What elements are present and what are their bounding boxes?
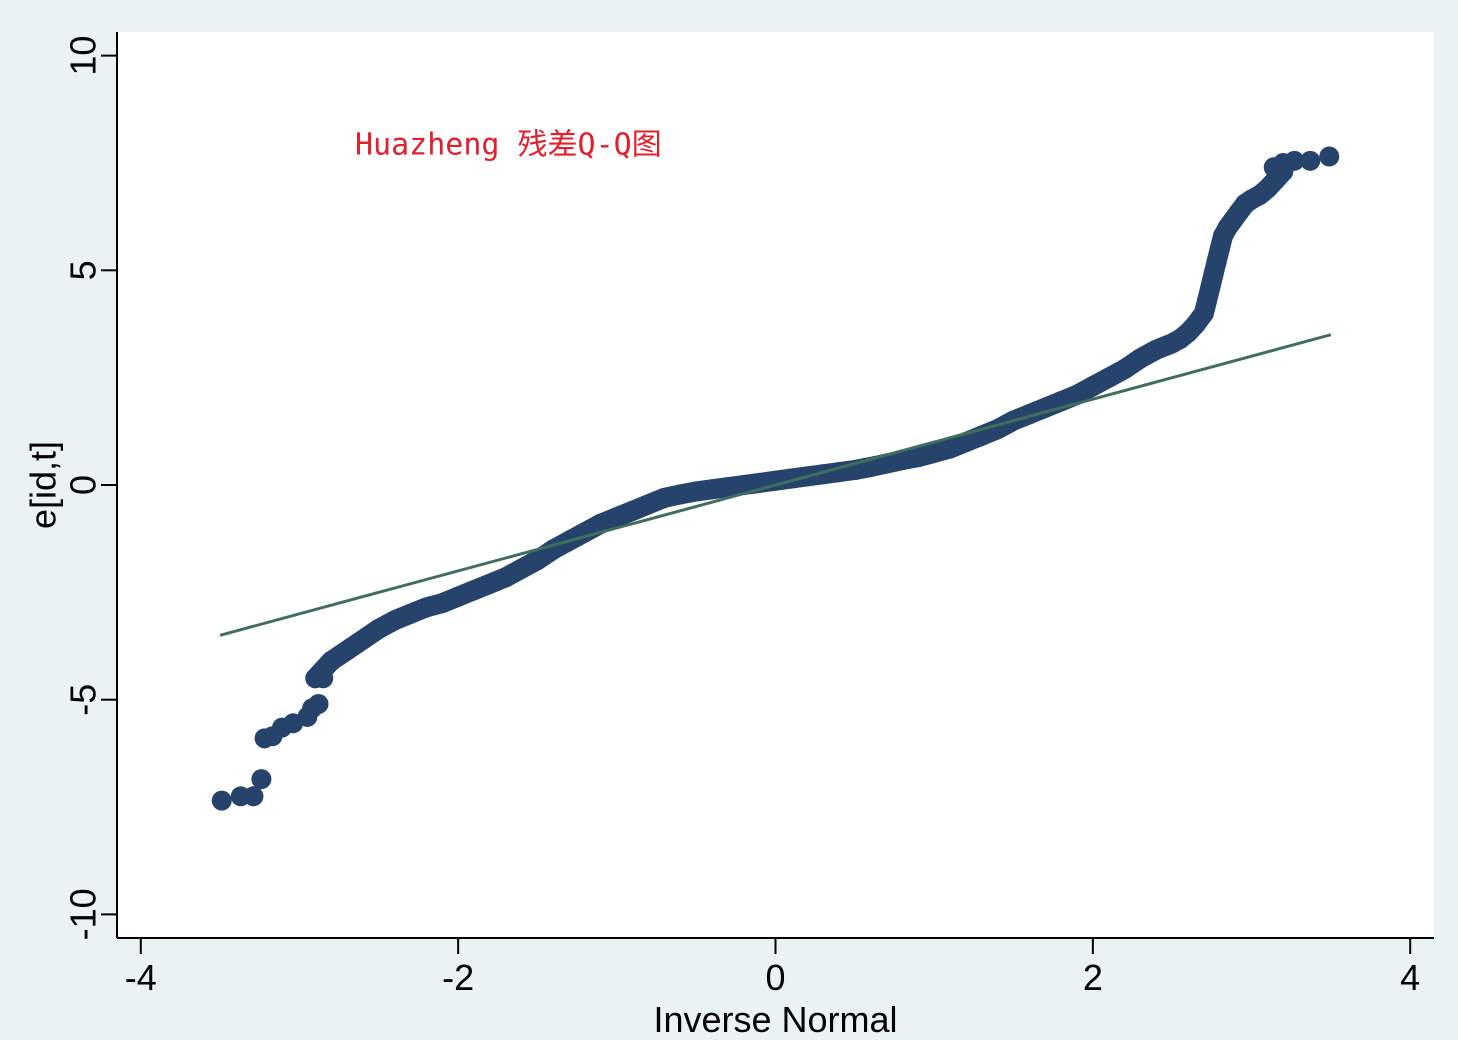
data-point [654, 487, 675, 508]
data-point [464, 580, 485, 601]
data-point [733, 475, 754, 495]
data-point [1319, 146, 1340, 167]
data-point [321, 651, 342, 672]
data-point [876, 453, 897, 474]
data-point [622, 500, 643, 521]
data-point [1273, 161, 1294, 182]
data-point [527, 550, 548, 571]
data-point [590, 513, 611, 534]
x-tick-label: 0 [765, 957, 785, 998]
data-point [908, 447, 929, 468]
data-point [638, 494, 659, 515]
y-axis-title: e[id,t] [23, 441, 64, 529]
chart-annotation: Huazheng 残差Q-Q图 [355, 127, 662, 162]
data-point [670, 484, 691, 505]
data-point [432, 593, 453, 614]
data-point [702, 479, 723, 500]
data-point [1098, 367, 1119, 388]
data-point [686, 481, 707, 502]
x-tick-label: 2 [1083, 957, 1103, 998]
reference-line [219, 333, 1332, 637]
x-tick-label: -4 [125, 957, 157, 998]
y-tick-label: 10 [63, 36, 104, 76]
x-tick-label: -2 [442, 957, 474, 998]
data-point [511, 558, 532, 579]
data-point [448, 586, 469, 607]
data-point [1114, 359, 1135, 380]
data-point [924, 442, 945, 463]
data-point [368, 618, 389, 639]
x-ticks-group: -4 -2 0 2 4 [125, 938, 1420, 998]
x-axis-title: Inverse Normal [653, 999, 897, 1040]
y-tick-label: 0 [63, 475, 104, 495]
data-point [352, 629, 373, 650]
data-point [1130, 348, 1151, 369]
x-tick-label: 4 [1400, 957, 1420, 998]
data-point [211, 790, 232, 811]
data-point [495, 567, 516, 588]
data-point [892, 450, 913, 471]
data-point [251, 769, 272, 790]
data-point [1300, 150, 1321, 171]
data-point [1082, 376, 1103, 397]
data-point [243, 786, 264, 807]
data-point [717, 477, 738, 498]
data-point [1146, 339, 1167, 360]
data-point [308, 693, 329, 714]
data-point [416, 597, 437, 618]
y-tick-label: 5 [63, 260, 104, 280]
y-tick-label: -5 [63, 684, 104, 716]
data-point [400, 603, 421, 624]
data-point [384, 610, 405, 631]
data-point [940, 438, 961, 459]
y-ticks-group: -10 -5 0 5 10 [63, 36, 117, 940]
data-point [955, 432, 976, 453]
data-point [606, 507, 627, 528]
data-point [337, 640, 358, 661]
y-tick-label: -10 [63, 888, 104, 940]
data-point [479, 573, 500, 594]
data-point [1066, 384, 1087, 405]
